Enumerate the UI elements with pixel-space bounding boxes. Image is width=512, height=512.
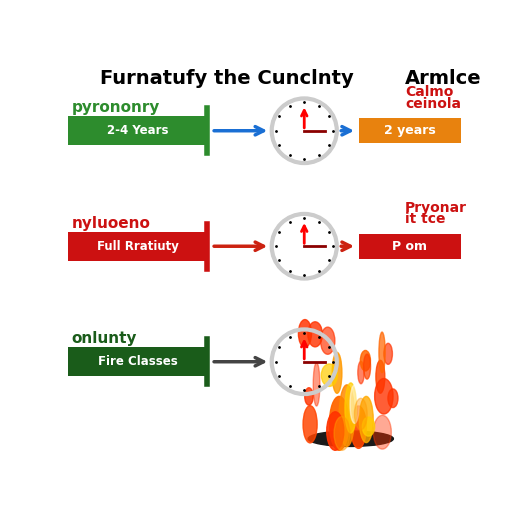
Circle shape <box>272 98 337 163</box>
Ellipse shape <box>321 327 335 354</box>
FancyBboxPatch shape <box>68 231 207 261</box>
Ellipse shape <box>388 389 398 408</box>
Circle shape <box>272 329 337 394</box>
Ellipse shape <box>376 360 385 393</box>
Ellipse shape <box>373 415 391 449</box>
Text: Calmo: Calmo <box>405 85 453 99</box>
Ellipse shape <box>375 378 393 414</box>
Ellipse shape <box>350 385 359 423</box>
Ellipse shape <box>329 396 349 450</box>
Text: 2 years: 2 years <box>384 124 436 137</box>
Ellipse shape <box>358 361 364 383</box>
Ellipse shape <box>308 431 393 446</box>
Text: Fire Classes: Fire Classes <box>98 355 178 368</box>
Text: Full Rratiuty: Full Rratiuty <box>97 240 179 253</box>
Text: pyrononry: pyrononry <box>72 100 160 115</box>
Ellipse shape <box>308 322 323 347</box>
Ellipse shape <box>362 417 375 436</box>
Text: P om: P om <box>392 240 427 253</box>
Ellipse shape <box>351 406 366 449</box>
Text: Armlce: Armlce <box>405 69 482 88</box>
Ellipse shape <box>359 396 373 442</box>
Text: ceinola: ceinola <box>405 97 461 111</box>
Ellipse shape <box>298 319 311 347</box>
Text: Furnatufy the Cunclnty: Furnatufy the Cunclnty <box>100 69 354 88</box>
FancyBboxPatch shape <box>68 347 207 376</box>
Ellipse shape <box>339 385 355 446</box>
FancyBboxPatch shape <box>358 118 461 143</box>
Ellipse shape <box>354 398 367 430</box>
Text: it tce: it tce <box>405 212 445 226</box>
Ellipse shape <box>322 364 337 387</box>
FancyBboxPatch shape <box>68 116 207 145</box>
Ellipse shape <box>303 406 317 443</box>
FancyBboxPatch shape <box>358 234 461 259</box>
Ellipse shape <box>305 388 313 405</box>
Ellipse shape <box>332 352 342 393</box>
Ellipse shape <box>345 383 356 433</box>
Text: Pryonar: Pryonar <box>405 201 467 215</box>
Ellipse shape <box>379 332 385 373</box>
Ellipse shape <box>327 412 344 450</box>
Ellipse shape <box>334 416 350 451</box>
Text: onlunty: onlunty <box>72 331 137 346</box>
Ellipse shape <box>313 362 320 406</box>
Text: 2-4 Years: 2-4 Years <box>107 124 168 137</box>
Ellipse shape <box>384 344 392 365</box>
Circle shape <box>272 214 337 279</box>
Text: nyluoeno: nyluoeno <box>72 216 151 230</box>
Ellipse shape <box>360 350 371 371</box>
Ellipse shape <box>364 354 371 379</box>
